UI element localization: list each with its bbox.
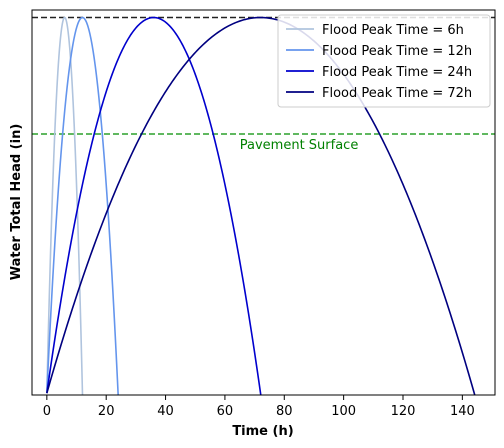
x-tick-label-7: 140 [450,404,475,419]
x-tick-label-6: 120 [391,404,416,419]
series-line-2 [46,16,262,395]
x-tick-label-4: 80 [276,404,293,419]
plot-area: Pavement Surface [32,16,495,395]
series-line-1 [46,16,119,395]
plot-frame [31,9,496,396]
x-tick-label-0: 0 [43,404,51,419]
x-tick-label-2: 40 [157,404,174,419]
legend-label-1: Flood Peak Time = 12h [322,44,472,59]
series-line-3 [46,16,476,395]
legend-box [277,14,491,108]
legend: Flood Peak Time = 6h Flood Peak Time = 12… [277,14,491,108]
x-tick-label-1: 20 [98,404,115,419]
reference-line-label-1: Pavement Surface [240,138,359,153]
y-axis-label: Water Total Head (in) [9,124,24,281]
series-line-0 [46,16,84,395]
legend-label-2: Flood Peak Time = 24h [322,65,472,80]
plot-layer: Pavement Surface [32,16,495,395]
x-tick-label-5: 100 [331,404,356,419]
legend-label-0: Flood Peak Time = 6h [322,23,464,38]
x-tick-label-3: 60 [217,404,234,419]
x-axis: 0 20 40 60 80 100 120 140 [43,395,475,419]
x-axis-label: Time (h) [232,424,293,439]
legend-label-3: Flood Peak Time = 72h [322,86,472,101]
